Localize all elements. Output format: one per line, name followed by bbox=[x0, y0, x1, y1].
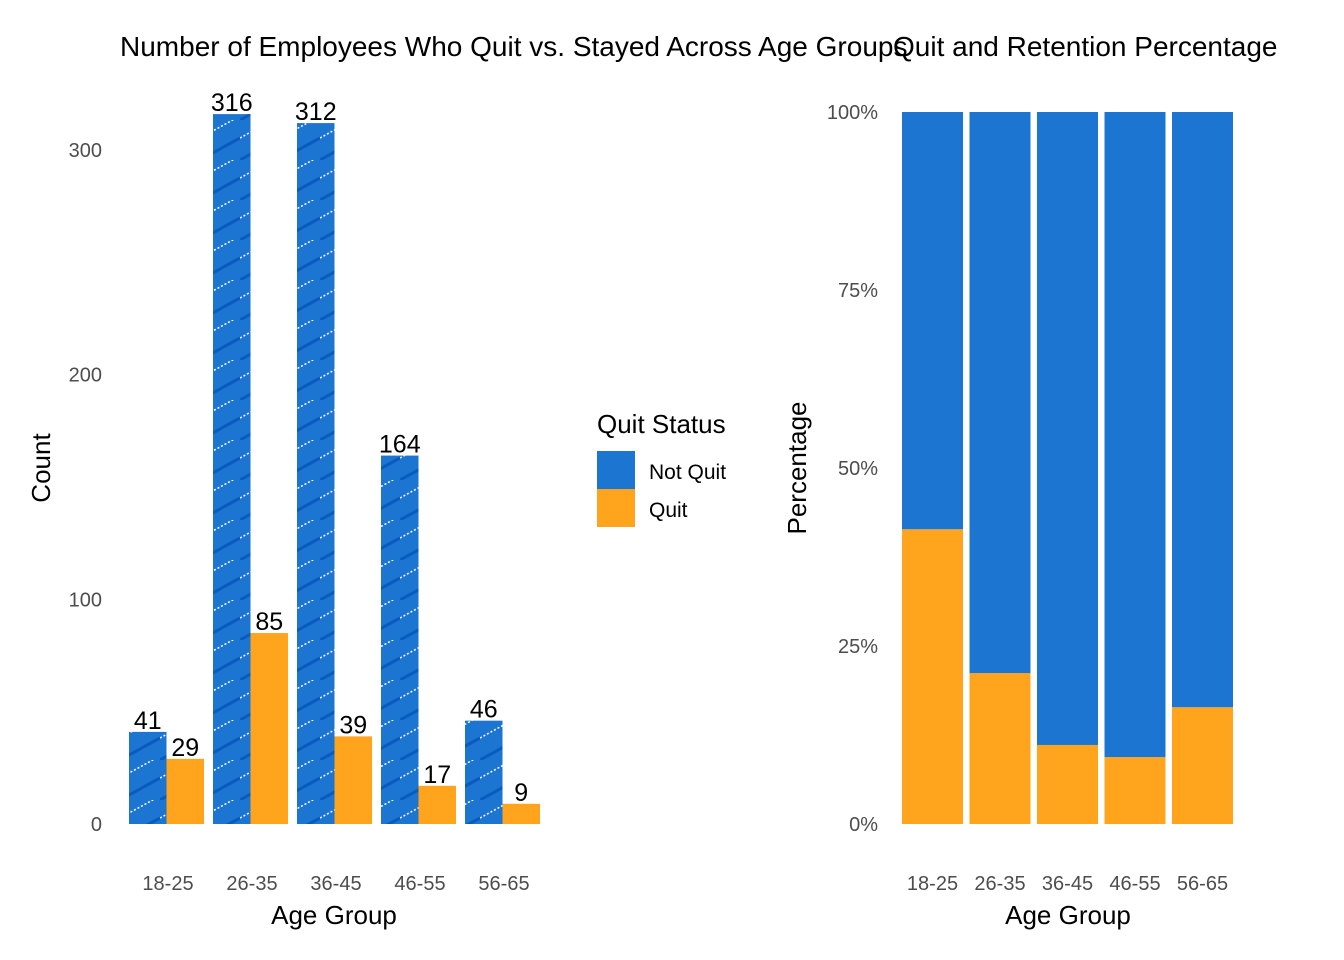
stacked-bar-not-quit-46-55 bbox=[1104, 112, 1166, 758]
left-x-axis-title: Age Group bbox=[271, 900, 397, 930]
right-chart-title: Quit and Retention Percentage bbox=[893, 31, 1277, 62]
bar-hatch-not-quit-46-55 bbox=[381, 455, 419, 824]
bar-quit-46-55 bbox=[418, 785, 456, 824]
right-y-axis-title: Percentage bbox=[782, 402, 812, 535]
stacked-bar-not-quit-18-25 bbox=[902, 112, 963, 530]
left-data-labels: 41 29 316 85 312 39 164 17 46 9 bbox=[134, 89, 528, 807]
legend-label-not-quit: Not Quit bbox=[649, 461, 726, 484]
left-y-tick-100: 100 bbox=[69, 589, 102, 611]
right-x-axis-title: Age Group bbox=[1005, 900, 1131, 930]
bar-quit-56-65 bbox=[502, 803, 540, 824]
data-label-not-quit-18-25: 41 bbox=[134, 707, 162, 735]
stacked-bar-not-quit-26-35 bbox=[969, 112, 1031, 674]
stacked-bar-not-quit-36-45 bbox=[1037, 112, 1098, 745]
data-label-not-quit-56-65: 46 bbox=[470, 696, 498, 724]
left-y-ticks: 0 100 200 300 bbox=[69, 140, 102, 836]
left-x-tick-36-45: 36-45 bbox=[310, 873, 361, 895]
left-bars bbox=[129, 114, 540, 825]
data-label-not-quit-26-35: 316 bbox=[211, 89, 253, 117]
data-label-quit-46-55: 17 bbox=[423, 761, 451, 789]
left-y-tick-200: 200 bbox=[69, 365, 102, 387]
legend-swatch-not-quit bbox=[597, 451, 635, 489]
stacked-bar-quit-36-45 bbox=[1037, 744, 1098, 824]
stacked-bar-quit-56-65 bbox=[1172, 707, 1233, 824]
data-label-quit-18-25: 29 bbox=[171, 734, 199, 762]
bar-quit-26-35 bbox=[250, 633, 288, 824]
left-x-ticks: 18-25 26-35 36-45 46-55 56-65 bbox=[142, 873, 529, 895]
right-x-tick-36-45: 36-45 bbox=[1042, 873, 1093, 895]
left-chart-title: Number of Employees Who Quit vs. Stayed … bbox=[120, 31, 907, 62]
left-x-tick-56-65: 56-65 bbox=[478, 873, 529, 895]
right-y-ticks: 0% 25% 50% 75% 100% bbox=[827, 102, 878, 836]
bar-hatch-not-quit-18-25 bbox=[129, 731, 167, 824]
stacked-bar-quit-18-25 bbox=[902, 529, 963, 824]
legend-swatch-quit bbox=[597, 489, 635, 527]
legend-label-quit: Quit bbox=[649, 499, 688, 522]
left-y-tick-300: 300 bbox=[69, 140, 102, 162]
right-x-ticks: 18-25 26-35 36-45 46-55 56-65 bbox=[907, 873, 1228, 895]
data-label-not-quit-46-55: 164 bbox=[379, 431, 421, 459]
stacked-bar-not-quit-56-65 bbox=[1172, 112, 1233, 708]
data-label-quit-36-45: 39 bbox=[339, 711, 367, 739]
legend-title: Quit Status bbox=[597, 409, 726, 439]
bar-quit-36-45 bbox=[334, 736, 372, 824]
data-label-not-quit-36-45: 312 bbox=[295, 98, 337, 126]
bar-hatch-not-quit-36-45 bbox=[297, 123, 335, 825]
left-x-tick-46-55: 46-55 bbox=[394, 873, 445, 895]
stacked-bar-quit-46-55 bbox=[1104, 757, 1166, 824]
right-x-tick-56-65: 56-65 bbox=[1177, 873, 1228, 895]
data-label-quit-26-35: 85 bbox=[255, 608, 283, 636]
stacked-bar-quit-26-35 bbox=[969, 673, 1031, 824]
right-x-tick-46-55: 46-55 bbox=[1109, 873, 1160, 895]
right-y-tick-25-: 25% bbox=[838, 636, 878, 658]
bar-hatch-not-quit-26-35 bbox=[213, 114, 251, 824]
left-x-tick-26-35: 26-35 bbox=[226, 873, 277, 895]
right-y-tick-75-: 75% bbox=[838, 280, 878, 302]
data-label-quit-56-65: 9 bbox=[514, 779, 528, 807]
right-bars bbox=[902, 112, 1233, 824]
right-x-tick-18-25: 18-25 bbox=[907, 873, 958, 895]
right-y-tick-50-: 50% bbox=[838, 458, 878, 480]
left-y-axis-title: Count bbox=[26, 433, 56, 503]
bar-hatch-not-quit-56-65 bbox=[465, 720, 503, 824]
right-y-tick-0-: 0% bbox=[849, 814, 878, 836]
right-x-tick-26-35: 26-35 bbox=[974, 873, 1025, 895]
right-y-tick-100-: 100% bbox=[827, 102, 878, 124]
legend: Quit Status Not Quit Quit bbox=[597, 409, 726, 527]
left-x-tick-18-25: 18-25 bbox=[142, 873, 193, 895]
bar-quit-18-25 bbox=[166, 758, 204, 824]
left-y-tick-0: 0 bbox=[91, 814, 102, 836]
